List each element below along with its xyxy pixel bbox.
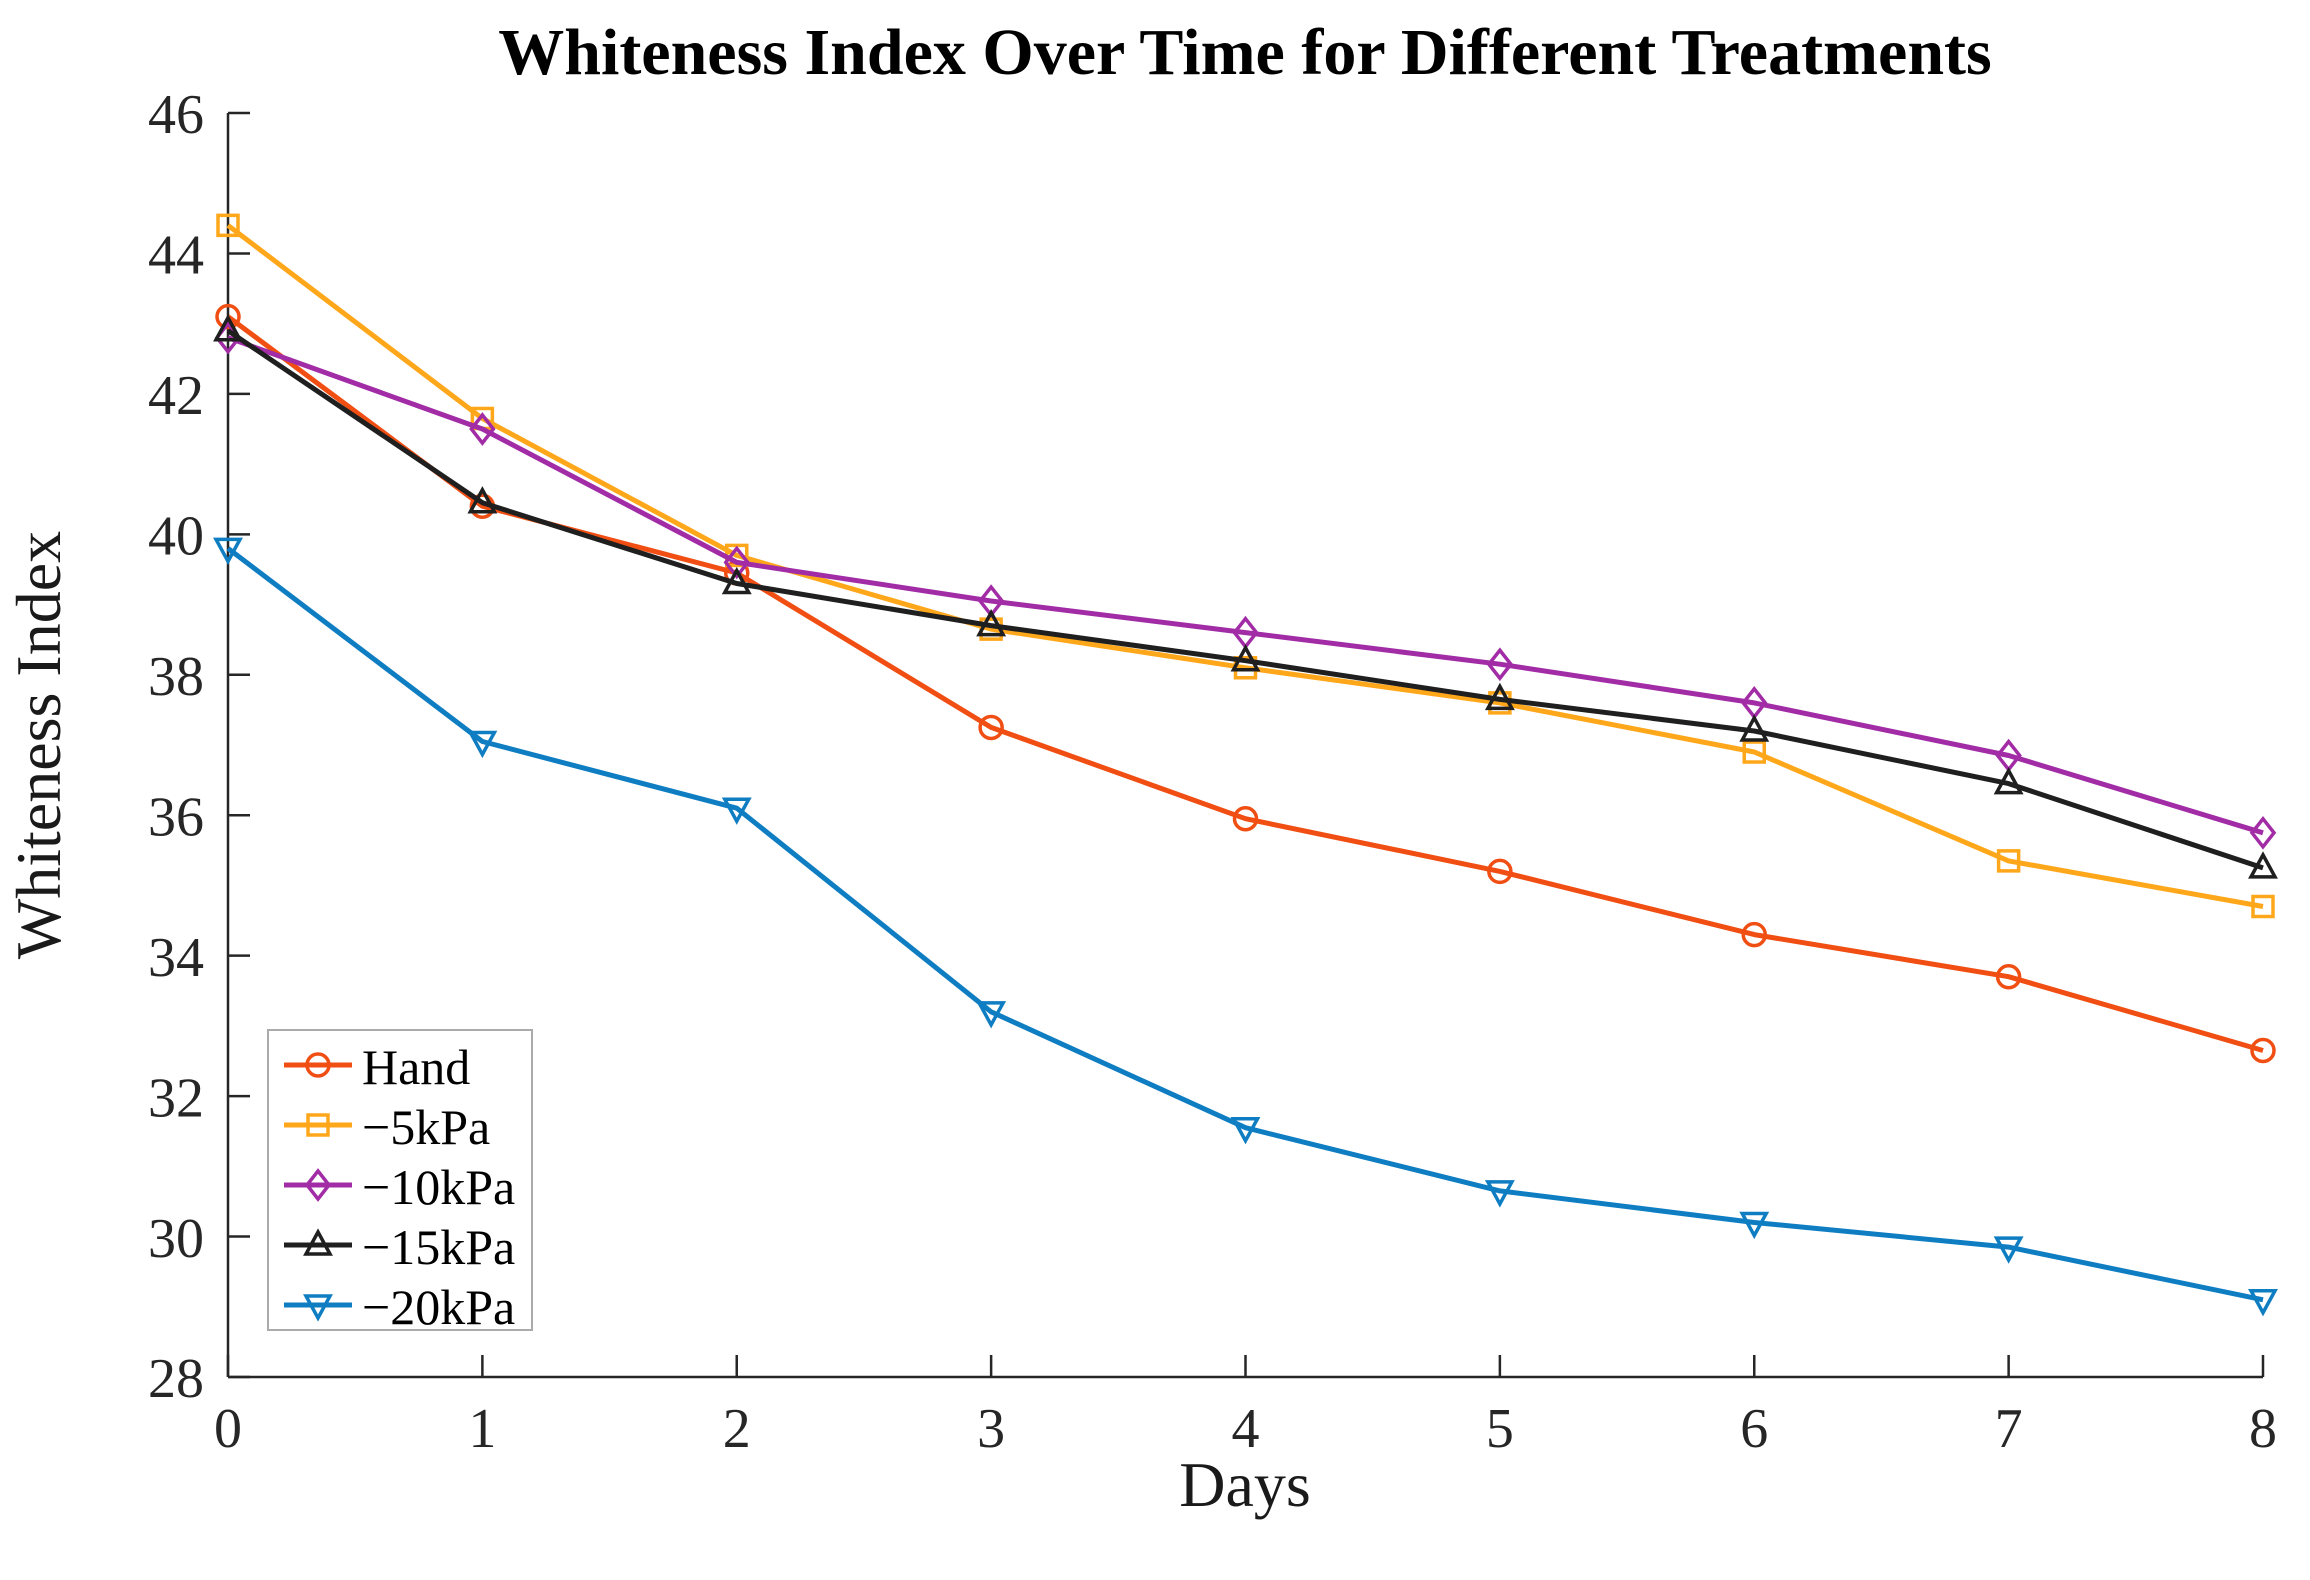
data-point-10kpa	[2249, 815, 2277, 850]
y-tick-label: 40	[148, 506, 204, 568]
data-point-hand	[1232, 805, 1259, 832]
x-tick-label: 3	[977, 1398, 1005, 1460]
series-line-10kpa	[227, 335, 2264, 836]
data-point-15kpa	[467, 486, 498, 514]
x-tick-label: 0	[214, 1398, 242, 1460]
series-line-20kpa	[226, 546, 2264, 1303]
y-tick-label: 34	[148, 927, 204, 989]
data-point-20kpa	[1993, 1236, 2024, 1264]
data-point-hand	[215, 303, 241, 330]
legend-marker-10kpa	[304, 1168, 332, 1202]
x-tick-label: 7	[1995, 1398, 2023, 1460]
x-tick-label: 4	[1232, 1398, 1260, 1460]
legend-marker-hand	[305, 1052, 331, 1078]
x-tick-label: 1	[468, 1398, 496, 1460]
data-point-5kpa	[216, 213, 240, 238]
series-line-15kpa	[226, 328, 2264, 871]
x-axis-label: Days	[1179, 1449, 1311, 1520]
legend-marker-15kpa	[303, 1228, 333, 1256]
legend-marker-20kpa	[303, 1294, 333, 1322]
y-axis-label: Whiteness Index	[3, 531, 74, 959]
data-point-20kpa	[721, 797, 752, 825]
y-tick-label: 30	[148, 1208, 204, 1270]
data-point-15kpa	[1739, 714, 1770, 742]
legend-marker-5kpa	[306, 1113, 330, 1137]
y-tick-label: 42	[148, 365, 204, 427]
data-point-20kpa	[1230, 1116, 1261, 1145]
data-point-15kpa	[213, 314, 243, 342]
data-point-15kpa	[1993, 766, 2024, 795]
data-point-20kpa	[976, 1001, 1007, 1029]
x-tick-label: 5	[1486, 1398, 1514, 1460]
data-point-10kpa	[1486, 647, 1514, 682]
x-tick-label: 2	[723, 1398, 751, 1460]
legend-label-hand: Hand	[362, 1039, 470, 1095]
data-point-hand	[1995, 963, 2022, 990]
y-tick-label: 46	[148, 84, 204, 146]
data-point-hand	[978, 714, 1004, 741]
data-point-20kpa	[213, 537, 243, 566]
y-tick-label: 28	[148, 1348, 204, 1410]
legend-label-5kpa: −5kPa	[362, 1099, 490, 1155]
data-point-10kpa	[723, 545, 750, 580]
y-tick-label: 32	[148, 1067, 204, 1129]
data-point-20kpa	[467, 730, 498, 759]
data-point-15kpa	[976, 608, 1007, 637]
data-point-5kpa	[1996, 849, 2021, 873]
data-point-hand	[1487, 858, 1513, 885]
data-point-20kpa	[1484, 1180, 1515, 1208]
data-point-10kpa	[469, 412, 496, 446]
data-point-15kpa	[721, 566, 752, 595]
series-line-5kpa	[226, 223, 2264, 909]
data-point-20kpa	[1739, 1211, 1770, 1240]
legend-label-10kpa: −10kPa	[362, 1159, 515, 1215]
x-tick-label: 8	[2249, 1398, 2277, 1460]
data-point-hand	[1741, 921, 1767, 948]
data-point-hand	[2250, 1037, 2276, 1064]
data-point-5kpa	[1742, 740, 1766, 764]
chart-title: Whiteness Index Over Time for Different …	[498, 16, 1991, 89]
series-line-hand	[226, 314, 2264, 1053]
x-tick-label: 6	[1740, 1398, 1768, 1460]
y-tick-label: 44	[148, 225, 204, 287]
data-point-15kpa	[1484, 682, 1515, 711]
data-point-15kpa	[2248, 851, 2278, 879]
legend-label-15kpa: −15kPa	[362, 1219, 515, 1275]
data-point-15kpa	[1230, 644, 1261, 672]
y-tick-label: 38	[148, 646, 204, 708]
data-point-5kpa	[2251, 894, 2275, 919]
legend-label-20kpa: −20kPa	[362, 1279, 515, 1335]
data-point-20kpa	[2248, 1289, 2278, 1317]
y-tick-label: 36	[148, 786, 204, 848]
